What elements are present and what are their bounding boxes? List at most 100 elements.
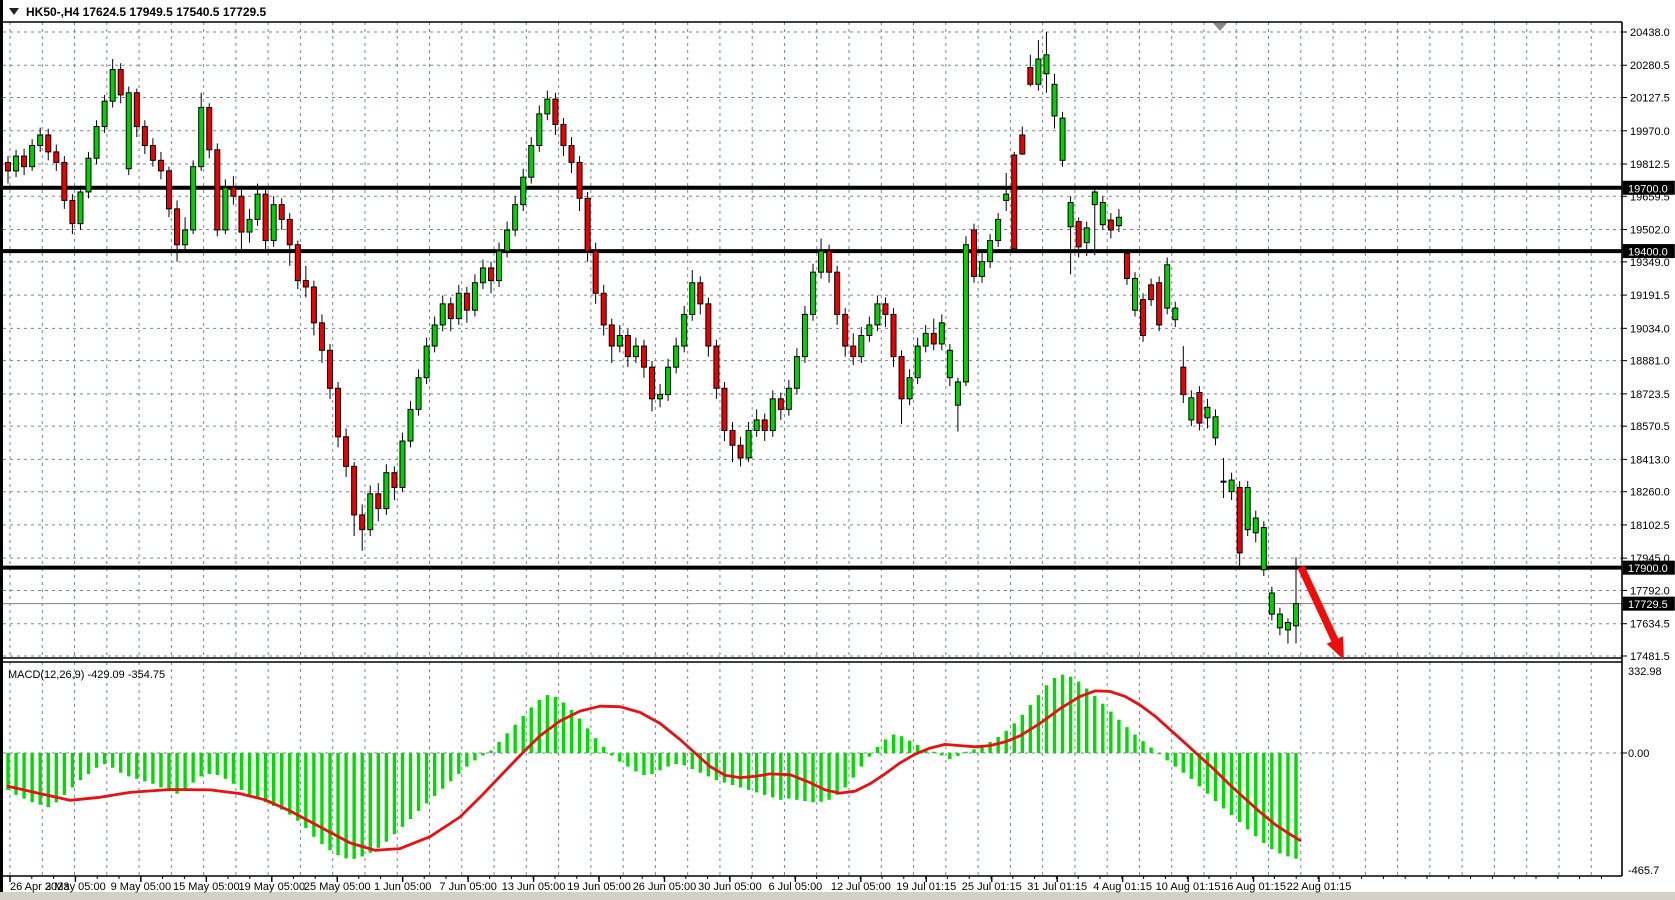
bull-candle (415, 369, 422, 416)
macd-histogram-bar (1221, 753, 1226, 809)
time-axis-label: 19 May 05:00 (238, 881, 305, 893)
bear-candle (1011, 151, 1018, 253)
macd-histogram-bar (231, 753, 236, 784)
macd-histogram-bar (175, 753, 179, 794)
price-axis-label: 17481.5 (1630, 651, 1670, 663)
candle-body (61, 161, 68, 201)
macd-histogram-bar (62, 753, 67, 795)
bull-candle (946, 343, 953, 387)
macd-histogram-bar (1157, 753, 1161, 755)
bull-candle (681, 305, 688, 353)
candle-body (246, 218, 253, 233)
price-axis-label: 18723.5 (1630, 389, 1670, 401)
price-axis-label: 20127.5 (1630, 93, 1670, 105)
candle-body (697, 282, 704, 305)
macd-histogram-bar (940, 753, 944, 756)
candle-body (1075, 221, 1082, 248)
annotations-layer[interactable] (1297, 565, 1344, 660)
macd-histogram-bar (432, 753, 437, 797)
bull-candle (93, 120, 100, 165)
bull-candle (914, 337, 921, 385)
bull-candle (874, 295, 881, 332)
macd-histogram-bar (779, 753, 783, 800)
bull-candle (962, 236, 969, 387)
macd-histogram-bar (304, 753, 308, 829)
macd-histogram-bar (263, 753, 268, 803)
candle-body (673, 345, 680, 368)
candle-body (166, 170, 172, 210)
bear-candle (576, 156, 583, 211)
macd-histogram-bar (344, 753, 348, 859)
bear-candle (705, 297, 712, 357)
bull-candle (1132, 272, 1138, 317)
bear-candle (214, 143, 221, 237)
price-badge (1622, 244, 1675, 259)
candle-body (1284, 622, 1291, 631)
macd-histogram-bar (521, 716, 525, 753)
bear-candle (713, 339, 720, 399)
bear-candle (882, 297, 889, 328)
time-axis-label: 26 Apr 2023 (10, 881, 69, 893)
macd-histogram-bar (280, 753, 284, 810)
candle-body (375, 493, 382, 510)
candle-body (133, 92, 140, 128)
macd-histogram-bar (988, 741, 992, 753)
candle-body (1051, 83, 1058, 117)
candle-body (157, 159, 164, 172)
trend-arrow-shaft[interactable] (1297, 565, 1339, 642)
trend-arrow-head[interactable] (1326, 636, 1344, 660)
candle-body (600, 292, 607, 326)
candle-body (640, 345, 647, 368)
bear-candle (1140, 293, 1147, 342)
bear-candle (568, 137, 575, 173)
bear-candle (375, 483, 382, 522)
bear-candle (174, 200, 181, 262)
bull-candle (657, 384, 664, 408)
candle-body (938, 322, 945, 345)
macd-histogram-bar (545, 695, 550, 753)
macd-histogram-bar (505, 733, 509, 753)
macd-histogram-bar (666, 753, 670, 767)
axes[interactable]: 20438.020280.520127.519970.019812.519659… (9, 27, 1675, 893)
bull-candle (1228, 472, 1235, 501)
macd-histogram-bar (408, 753, 413, 820)
macd-histogram-bar (1117, 719, 1121, 753)
macd-histogram-bar (191, 753, 195, 783)
candle-body (1107, 219, 1114, 231)
candle-body (826, 250, 833, 273)
bull-candle (439, 295, 446, 332)
macd-histogram-bar (1149, 747, 1153, 753)
candle-body (496, 250, 503, 282)
candle-body (544, 98, 551, 115)
macd-histogram-bar (980, 746, 984, 753)
candle-body (922, 332, 929, 347)
horizontal-level-lines[interactable] (3, 185, 1622, 605)
price-badge (1622, 596, 1675, 611)
price-badge-label: 19700.0 (1628, 183, 1668, 195)
candle-body (874, 303, 881, 326)
candle-body (1083, 227, 1090, 244)
macd-histogram-bar (634, 753, 638, 772)
macd-histogram-bar (1294, 753, 1298, 859)
bull-candle (528, 137, 535, 184)
macd-histogram-bar (867, 753, 872, 757)
candle-body (1236, 486, 1243, 554)
bear-candle (777, 392, 784, 420)
macd-indicator (6, 674, 1302, 859)
candle-body (1115, 216, 1122, 227)
bear-candle (149, 138, 156, 167)
macd-histogram-bar (602, 746, 606, 753)
symbol-dropdown-icon[interactable] (9, 8, 19, 15)
bear-candle (488, 261, 494, 294)
macd-histogram-bar (183, 753, 187, 790)
candle-body (681, 313, 688, 347)
bull-candle (13, 149, 20, 178)
candle-body (29, 145, 36, 168)
chart-shift-marker[interactable] (1213, 23, 1227, 31)
bull-candle (222, 179, 229, 235)
candle-body (488, 267, 494, 282)
bull-candle (1172, 301, 1179, 328)
bull-candle (810, 263, 816, 321)
